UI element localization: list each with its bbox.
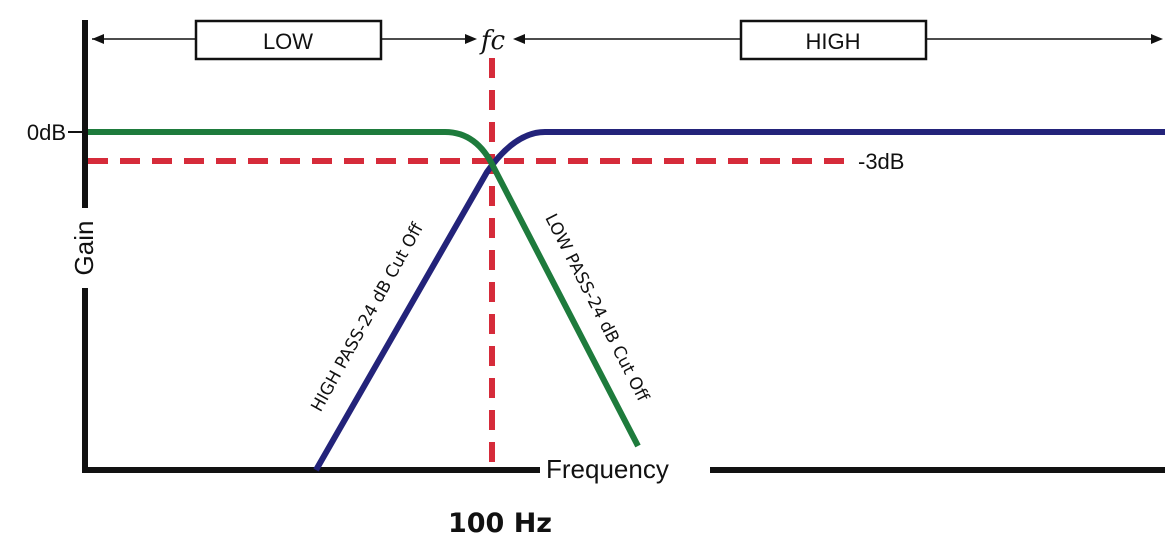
low-band-arrowhead-left bbox=[92, 34, 104, 44]
low-pass-curve bbox=[88, 129, 641, 448]
low-band-arrowhead-right bbox=[465, 34, 477, 44]
high-band-arrowhead-right bbox=[1151, 34, 1163, 44]
zero-db-label: 0dB bbox=[27, 120, 66, 145]
band-arrows bbox=[92, 34, 1163, 44]
high-band-arrowhead-left bbox=[513, 34, 525, 44]
high-band-box bbox=[739, 19, 928, 61]
minus-3db-label: -3dB bbox=[858, 149, 904, 174]
low-band-box bbox=[194, 19, 383, 61]
y-axis-label-bg bbox=[70, 208, 100, 288]
y-axis-label: Gain bbox=[69, 221, 99, 276]
high-pass-curve bbox=[313, 129, 1165, 472]
x-axis-label: Frequency bbox=[546, 454, 669, 484]
cutoff-frequency-label: 100 Hz bbox=[448, 508, 552, 537]
guides bbox=[88, 58, 848, 470]
high-band-label: HIGH bbox=[806, 29, 861, 54]
high-pass-curve-label: HIGH PASS-24 dB Cut Off bbox=[307, 219, 428, 416]
low-band-label: LOW bbox=[263, 29, 313, 54]
low-pass-curve-label: LOW PASS-24 dB Cut Off bbox=[540, 211, 653, 406]
cutoff-symbol: fc bbox=[479, 26, 506, 56]
